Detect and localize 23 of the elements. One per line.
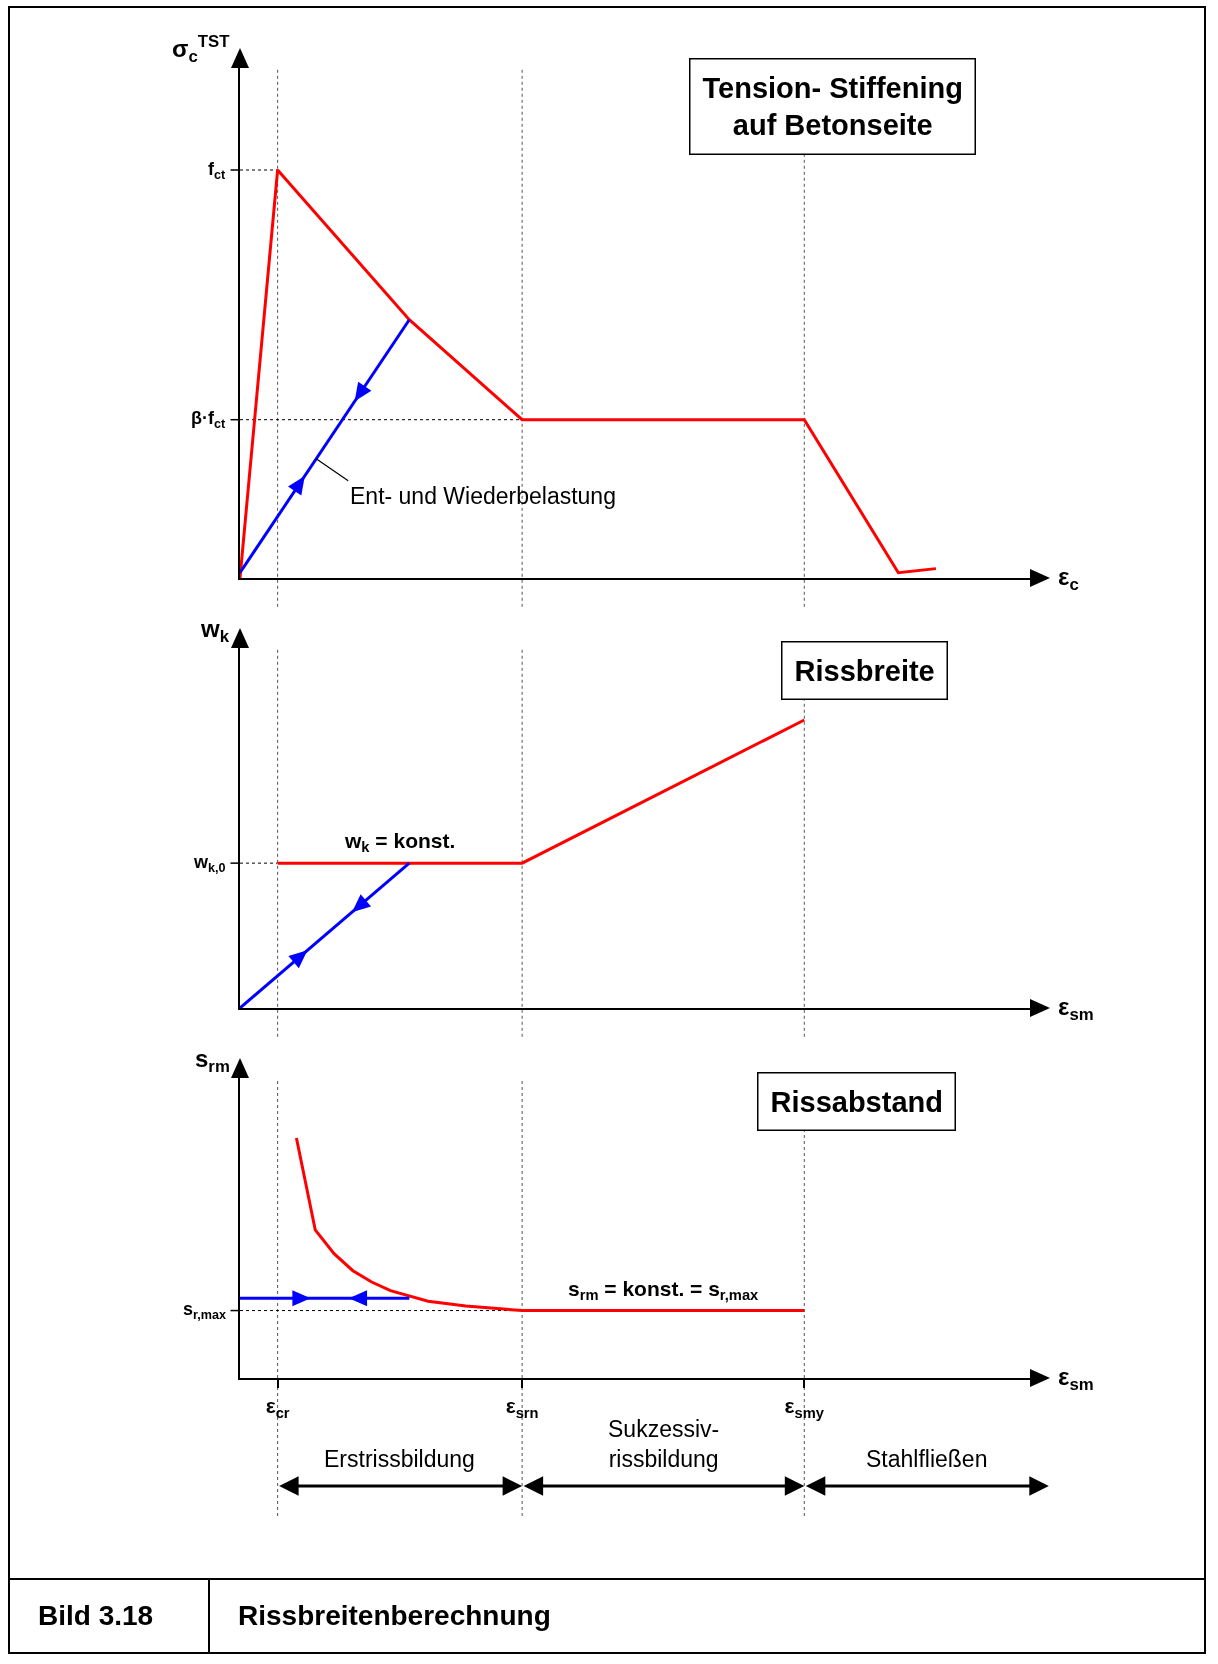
y-axis-title: s$_{rm}$ (195, 1045, 230, 1077)
y-axis-title: w$_{k}$ (200, 615, 230, 647)
ref-line-label: w$_{k,0}$ (193, 852, 226, 875)
ref-line-label: f$_{ct}$ (208, 159, 226, 182)
chart-title: Rissabstand (770, 1085, 943, 1118)
ref-line-label: s$_{r,max}$ (183, 1299, 226, 1322)
chart-title: Tension- Stiffening auf Betonseite (702, 71, 963, 142)
chart-title: Rissbreite (794, 654, 935, 687)
annotation: Ent- und Wiederbelastung (350, 483, 616, 509)
text: Bild 3.18 (10, 1580, 210, 1652)
x-tick-label: ε$_{smy}$ (784, 1394, 825, 1421)
ref-line-label: β·f$_{ct}$ (191, 408, 226, 431)
text: Stahlfließen (866, 1446, 988, 1472)
x-tick-label: ε$_{cr}$ (265, 1394, 290, 1421)
x-axis-title: ε$_{sm}$ (1058, 1363, 1094, 1395)
x-tick-label: ε$_{srn}$ (505, 1394, 539, 1421)
text: Rissbreitenberechnung (237, 1599, 551, 1633)
annotation: w$_{k}$ = konst. (344, 829, 456, 856)
text: Erstrissbildung (324, 1446, 475, 1472)
text: Sukzessiv- rissbildung (608, 1416, 720, 1472)
x-axis-title: ε$_{sm}$ (1058, 993, 1094, 1025)
annotation: s$_{rm}$ = konst. = s$_{r,max}$ (568, 1277, 760, 1304)
x-axis-title: ε$_{c}$ (1058, 563, 1079, 595)
